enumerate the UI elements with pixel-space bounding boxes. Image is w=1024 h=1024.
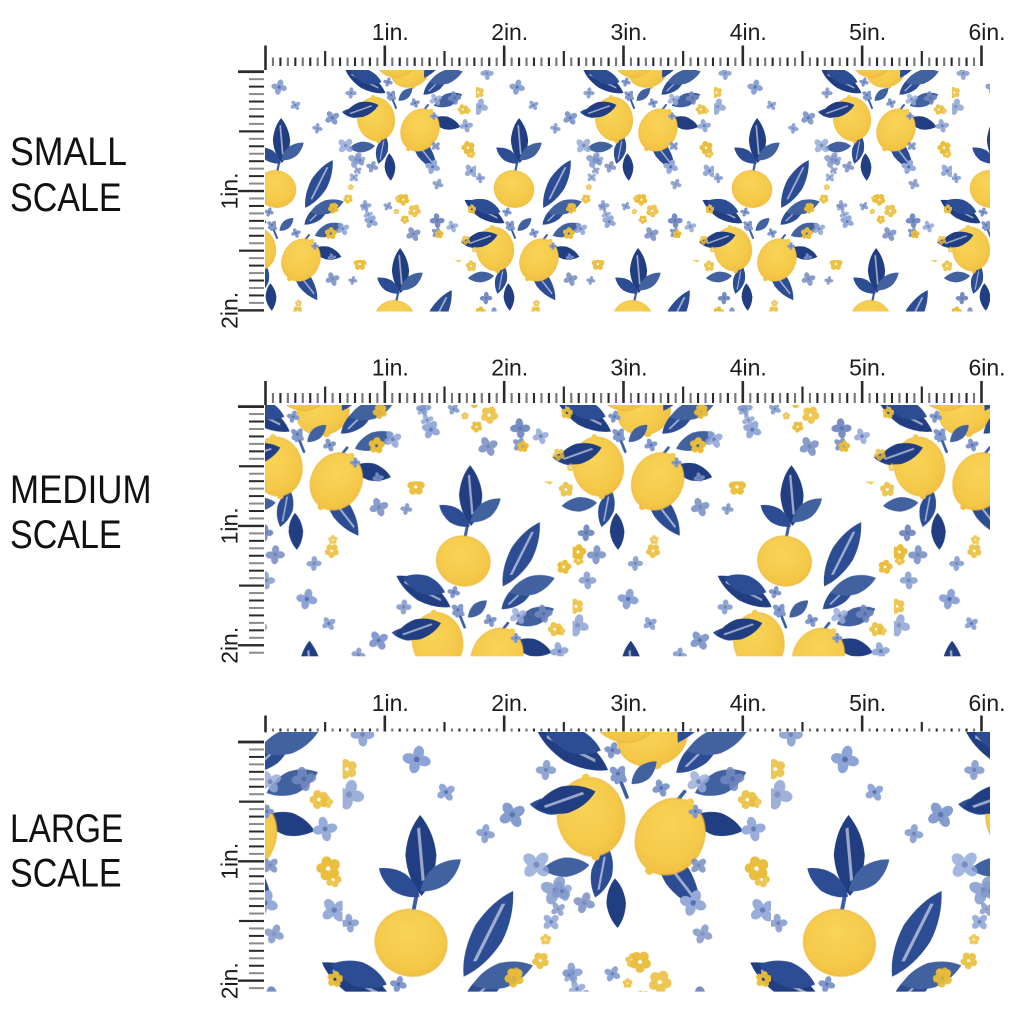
- svg-text:SCALE: SCALE: [10, 852, 122, 896]
- svg-text:SMALL: SMALL: [10, 130, 127, 174]
- svg-text:2in.: 2in.: [217, 627, 243, 664]
- svg-text:LARGE: LARGE: [10, 807, 123, 851]
- svg-text:2in.: 2in.: [491, 19, 528, 45]
- svg-text:2in.: 2in.: [491, 355, 528, 381]
- svg-text:MEDIUM: MEDIUM: [10, 468, 152, 512]
- svg-text:2in.: 2in.: [217, 292, 243, 329]
- svg-text:4in.: 4in.: [730, 19, 767, 45]
- svg-text:2in.: 2in.: [217, 962, 243, 999]
- svg-text:5in.: 5in.: [849, 19, 886, 45]
- svg-text:1in.: 1in.: [217, 507, 243, 544]
- svg-text:4in.: 4in.: [730, 355, 767, 381]
- svg-text:5in.: 5in.: [849, 690, 886, 716]
- svg-text:SCALE: SCALE: [10, 176, 122, 220]
- svg-text:3in.: 3in.: [611, 690, 648, 716]
- svg-text:3in.: 3in.: [611, 355, 648, 381]
- svg-text:5in.: 5in.: [849, 355, 886, 381]
- svg-text:1in.: 1in.: [217, 173, 243, 210]
- svg-text:1in.: 1in.: [372, 19, 409, 45]
- svg-text:4in.: 4in.: [730, 690, 767, 716]
- svg-text:2in.: 2in.: [491, 690, 528, 716]
- svg-text:1in.: 1in.: [372, 690, 409, 716]
- svg-text:SCALE: SCALE: [10, 513, 122, 557]
- svg-text:3in.: 3in.: [611, 19, 648, 45]
- svg-text:6in.: 6in.: [969, 19, 1006, 45]
- svg-text:6in.: 6in.: [969, 355, 1006, 381]
- svg-text:6in.: 6in.: [969, 690, 1006, 716]
- svg-text:1in.: 1in.: [372, 355, 409, 381]
- svg-text:1in.: 1in.: [217, 843, 243, 880]
